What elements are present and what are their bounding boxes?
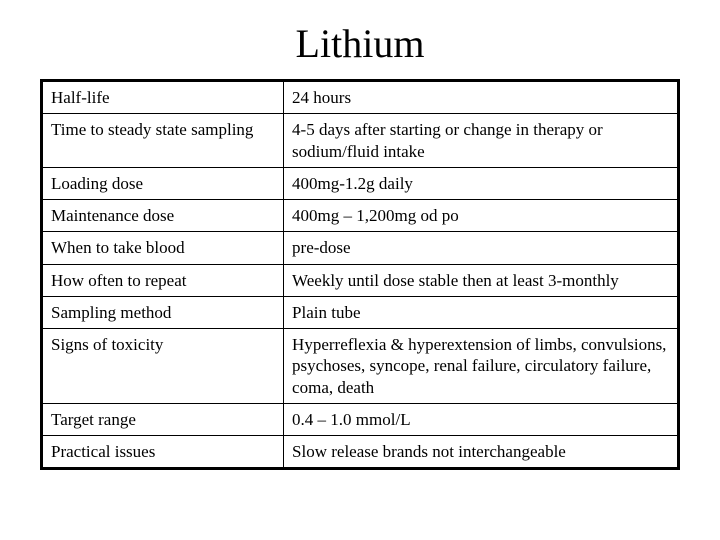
row-label: Time to steady state sampling [42,114,284,168]
row-label: Loading dose [42,167,284,199]
table-row: Signs of toxicity Hyperreflexia & hypere… [42,329,679,404]
page-title: Lithium [40,20,680,67]
row-value: 4-5 days after starting or change in the… [284,114,679,168]
row-label: Maintenance dose [42,200,284,232]
row-label: Half-life [42,81,284,114]
table-row: Target range 0.4 – 1.0 mmol/L [42,403,679,435]
table-body: Half-life 24 hours Time to steady state … [42,81,679,469]
row-label: Sampling method [42,296,284,328]
table-row: Time to steady state sampling 4-5 days a… [42,114,679,168]
row-value: 400mg-1.2g daily [284,167,679,199]
row-label: Practical issues [42,436,284,469]
table-row: Maintenance dose 400mg – 1,200mg od po [42,200,679,232]
table-row: How often to repeat Weekly until dose st… [42,264,679,296]
row-value: 24 hours [284,81,679,114]
row-label: Target range [42,403,284,435]
row-value: Weekly until dose stable then at least 3… [284,264,679,296]
row-value: 0.4 – 1.0 mmol/L [284,403,679,435]
row-label: When to take blood [42,232,284,264]
row-value: Hyperreflexia & hyperextension of limbs,… [284,329,679,404]
row-value: Slow release brands not interchangeable [284,436,679,469]
table-row: When to take blood pre-dose [42,232,679,264]
row-value: pre-dose [284,232,679,264]
table-row: Sampling method Plain tube [42,296,679,328]
row-value: Plain tube [284,296,679,328]
table-row: Half-life 24 hours [42,81,679,114]
info-table: Half-life 24 hours Time to steady state … [40,79,680,470]
table-row: Loading dose 400mg-1.2g daily [42,167,679,199]
row-label: Signs of toxicity [42,329,284,404]
table-row: Practical issues Slow release brands not… [42,436,679,469]
row-label: How often to repeat [42,264,284,296]
row-value: 400mg – 1,200mg od po [284,200,679,232]
